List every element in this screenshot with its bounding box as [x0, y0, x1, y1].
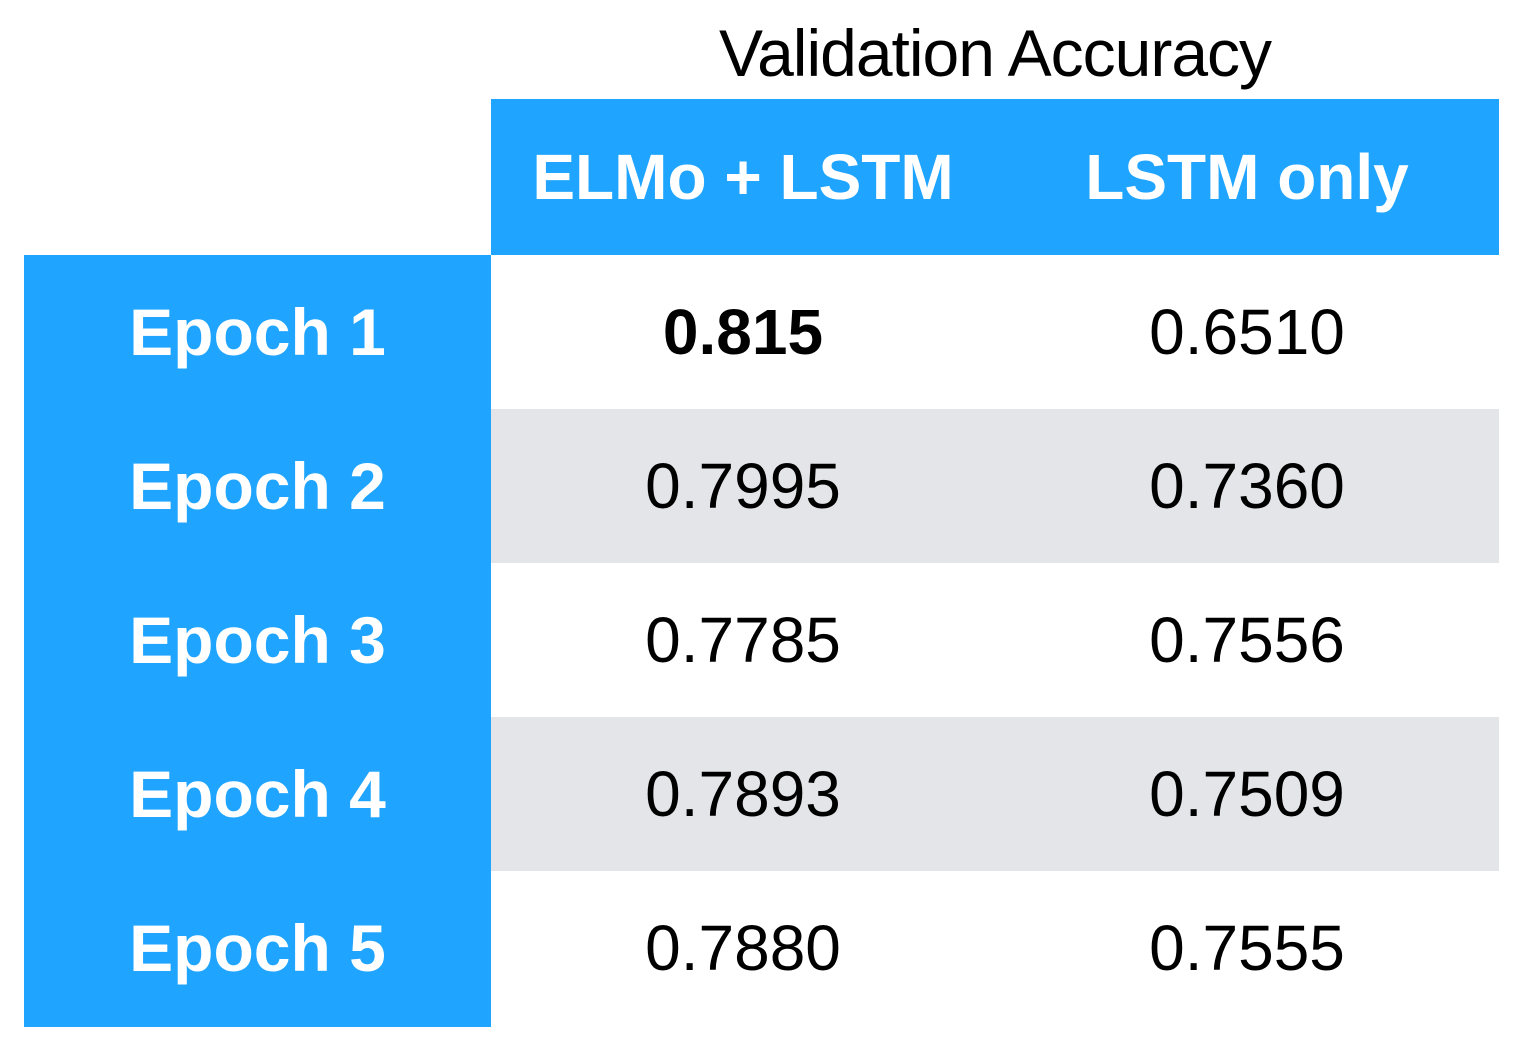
table-cell: 0.7880	[645, 912, 841, 984]
table-cell: 0.7785	[645, 604, 841, 676]
table-cell: 0.7556	[1149, 604, 1345, 676]
table-cell: 0.7509	[1149, 758, 1345, 830]
table-cell: 0.6510	[1149, 296, 1345, 368]
table-title: Validation Accuracy	[718, 16, 1272, 90]
column-header-elmo-lstm: ELMo + LSTM	[532, 141, 954, 213]
column-header-band	[491, 99, 1499, 255]
row-label: Epoch 5	[129, 911, 386, 985]
table-cell: 0.7360	[1149, 450, 1345, 522]
row-label: Epoch 1	[129, 295, 386, 369]
row-label: Epoch 3	[129, 603, 386, 677]
table-cell: 0.7555	[1149, 912, 1345, 984]
table-cell: 0.815	[662, 296, 824, 368]
column-header-lstm-only: LSTM only	[1085, 141, 1409, 213]
row-label: Epoch 4	[129, 757, 386, 831]
table-cell: 0.7893	[645, 758, 841, 830]
table-row	[491, 717, 1499, 871]
table-cell: 0.7995	[645, 450, 841, 522]
row-label-band	[24, 255, 491, 1027]
table-row	[491, 409, 1499, 563]
row-label: Epoch 2	[129, 449, 386, 523]
